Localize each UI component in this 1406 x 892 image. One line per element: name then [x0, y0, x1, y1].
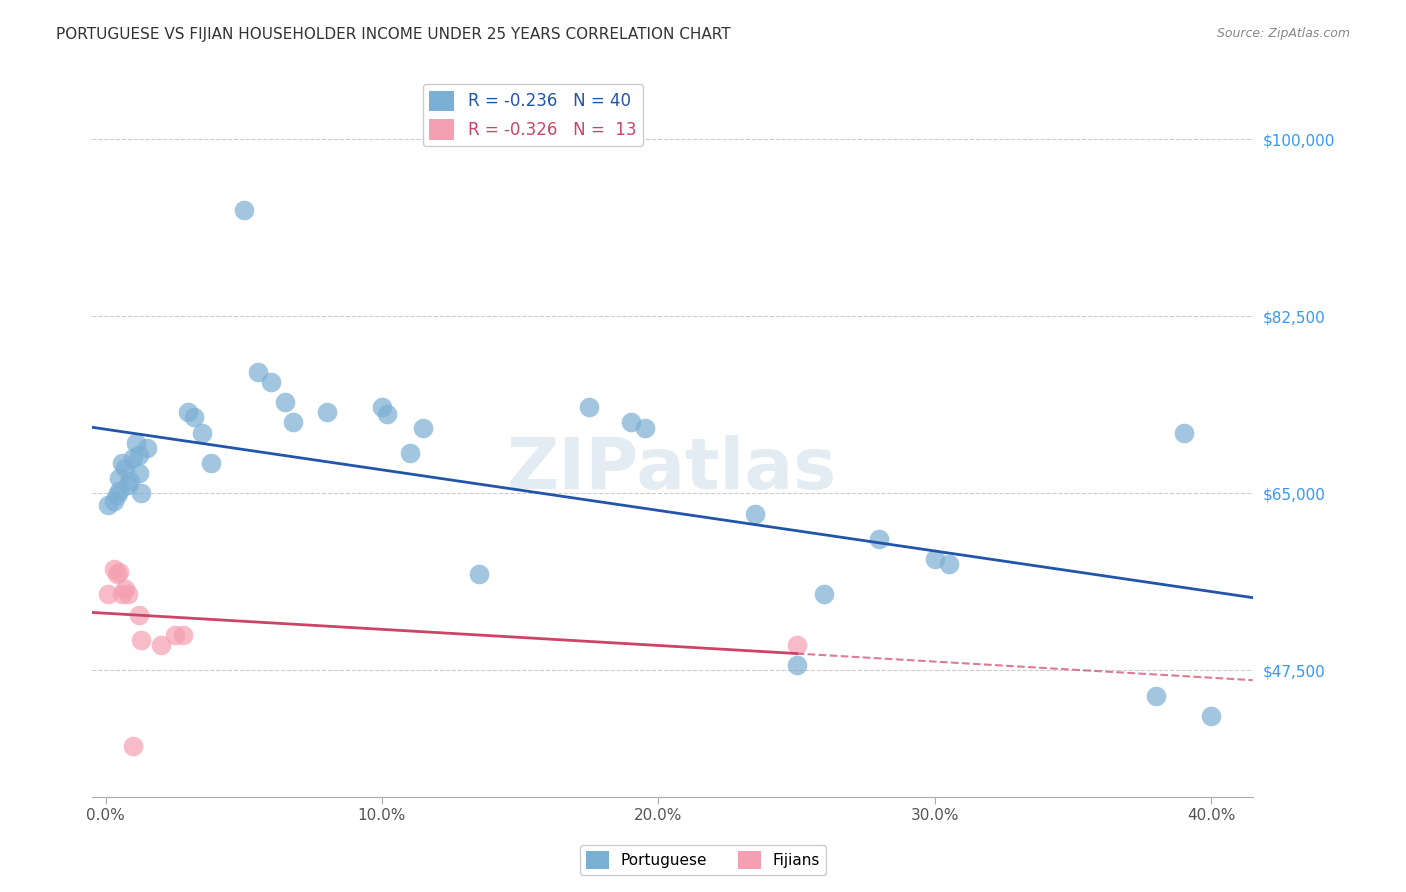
Point — [813, 587, 835, 601]
Point — [177, 405, 200, 419]
Point — [633, 420, 655, 434]
Point — [1199, 708, 1222, 723]
Point — [371, 401, 394, 415]
Point — [274, 395, 297, 409]
Point — [97, 587, 120, 601]
Point — [117, 587, 139, 601]
Point — [172, 628, 194, 642]
Point — [398, 446, 420, 460]
Point — [183, 410, 205, 425]
Point — [938, 557, 960, 571]
Point — [200, 456, 222, 470]
Point — [120, 474, 142, 488]
Point — [163, 628, 186, 642]
Point — [122, 450, 145, 465]
Point — [128, 448, 150, 462]
Point — [786, 638, 808, 652]
Point — [122, 739, 145, 753]
Point — [136, 441, 159, 455]
Point — [105, 567, 128, 582]
Point — [1144, 689, 1167, 703]
Point — [377, 408, 399, 422]
Point — [108, 471, 131, 485]
Point — [111, 587, 134, 601]
Point — [117, 478, 139, 492]
Point — [283, 416, 305, 430]
Point — [232, 203, 254, 218]
Point — [467, 567, 489, 582]
Point — [125, 435, 148, 450]
Point — [786, 658, 808, 673]
Point — [128, 466, 150, 480]
Point — [412, 420, 434, 434]
Point — [869, 532, 891, 546]
Point — [315, 405, 337, 419]
Text: PORTUGUESE VS FIJIAN HOUSEHOLDER INCOME UNDER 25 YEARS CORRELATION CHART: PORTUGUESE VS FIJIAN HOUSEHOLDER INCOME … — [56, 27, 731, 42]
Point — [620, 416, 643, 430]
Point — [131, 632, 153, 647]
Point — [108, 484, 131, 499]
Point — [924, 552, 946, 566]
Point — [246, 365, 269, 379]
Text: Source: ZipAtlas.com: Source: ZipAtlas.com — [1216, 27, 1350, 40]
Point — [108, 565, 131, 579]
Point — [111, 456, 134, 470]
Point — [578, 401, 600, 415]
Point — [131, 486, 153, 500]
Point — [105, 488, 128, 502]
Point — [744, 507, 766, 521]
Point — [114, 461, 136, 475]
Point — [149, 638, 172, 652]
Point — [260, 375, 283, 389]
Point — [114, 582, 136, 597]
Point — [103, 494, 125, 508]
Point — [97, 499, 120, 513]
Text: ZIPatlas: ZIPatlas — [508, 434, 837, 503]
Point — [128, 607, 150, 622]
Legend: Portuguese, Fijians: Portuguese, Fijians — [579, 845, 827, 875]
Point — [1173, 425, 1195, 440]
Legend: R = -0.236   N = 40, R = -0.326   N =  13: R = -0.236 N = 40, R = -0.326 N = 13 — [423, 84, 643, 146]
Point — [103, 562, 125, 576]
Point — [191, 425, 214, 440]
